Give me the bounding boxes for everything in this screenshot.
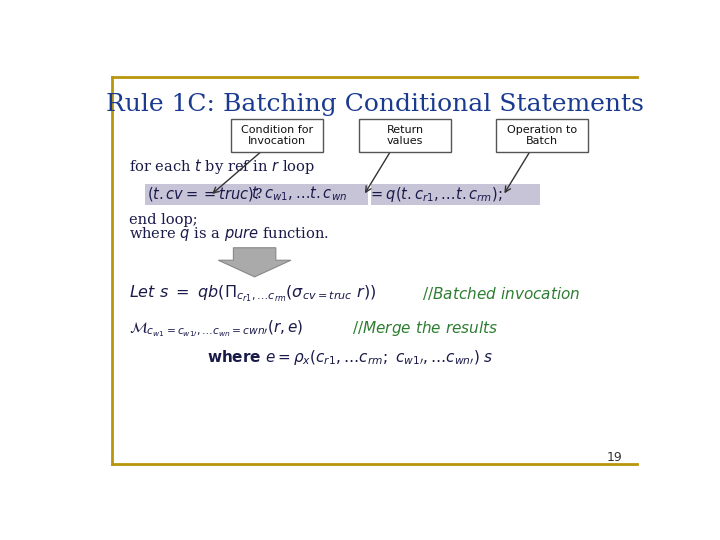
- FancyBboxPatch shape: [145, 184, 250, 205]
- Text: $\mathit{Let}\ s\ =\ qb(\Pi_{c_{r1},\ldots c_{rm}}(\sigma_{cv=truc}\ r))$: $\mathit{Let}\ s\ =\ qb(\Pi_{c_{r1},\ldo…: [129, 283, 377, 304]
- Text: Operation to
Batch: Operation to Batch: [507, 125, 577, 146]
- Text: $(t.cv == truc)$?: $(t.cv == truc)$?: [147, 185, 263, 203]
- Text: Rule 1C: Batching Conditional Statements: Rule 1C: Batching Conditional Statements: [106, 93, 644, 116]
- FancyBboxPatch shape: [231, 119, 323, 152]
- Text: 19: 19: [607, 451, 623, 464]
- Text: where $q$ is a $\mathit{pure}$ function.: where $q$ is a $\mathit{pure}$ function.: [129, 225, 329, 244]
- Text: $\mathit{// Batched\ invocation}$: $\mathit{// Batched\ invocation}$: [422, 285, 580, 302]
- Text: Return
values: Return values: [387, 125, 424, 146]
- Text: $= q(t.c_{r1},\ldots t.c_{rm});$: $= q(t.c_{r1},\ldots t.c_{rm});$: [369, 185, 503, 204]
- FancyBboxPatch shape: [496, 119, 588, 152]
- Text: $\mathcal{M}_{c_{w1}=c_{w1\prime},\ldots c_{wn}=cwn\prime}(r, e)$: $\mathcal{M}_{c_{w1}=c_{w1\prime},\ldots…: [129, 319, 303, 339]
- FancyBboxPatch shape: [359, 119, 451, 152]
- Polygon shape: [218, 248, 291, 277]
- FancyBboxPatch shape: [249, 184, 369, 205]
- Text: $t.c_{w1},\ldots t.c_{wn}$: $t.c_{w1},\ldots t.c_{wn}$: [251, 185, 348, 204]
- Text: end loop;: end loop;: [129, 213, 198, 227]
- Text: Condition for
Invocation: Condition for Invocation: [241, 125, 313, 146]
- Text: $\mathbf{where}\ e = \rho_x(c_{r1},\ldots c_{rm};\ c_{w1\prime},\ldots c_{wn\pri: $\mathbf{where}\ e = \rho_x(c_{r1},\ldot…: [207, 348, 494, 367]
- FancyBboxPatch shape: [371, 184, 540, 205]
- Text: for each $t$ by ref in $r$ loop: for each $t$ by ref in $r$ loop: [129, 157, 315, 176]
- Text: $\mathit{// Merge\ the\ results}$: $\mathit{// Merge\ the\ results}$: [352, 319, 498, 339]
